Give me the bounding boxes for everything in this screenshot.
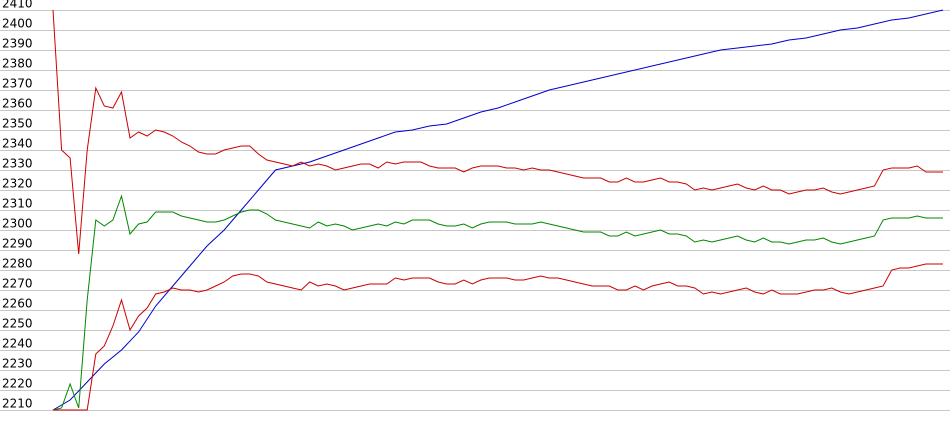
y-tick-label: 2320	[2, 177, 33, 191]
y-tick-label: 2380	[2, 57, 33, 71]
y-tick-label: 2390	[2, 37, 33, 51]
series-line-2	[52, 9, 943, 255]
y-tick-label: 2340	[2, 137, 33, 151]
y-tick-label: 2230	[2, 357, 33, 371]
series-line-1	[52, 9, 944, 411]
series-line-3	[52, 194, 943, 411]
y-tick-label: 2260	[2, 297, 33, 311]
y-axis-tick-labels: 2210 2220 2230 2240 2250 2260 2270 2280 2290 2300…	[2, 0, 33, 411]
y-tick-label: 2250	[2, 317, 33, 331]
y-tick-label: 2370	[2, 77, 33, 91]
y-tick-label: 2410	[2, 0, 33, 11]
y-tick-label: 2270	[2, 277, 33, 291]
y-tick-label: 2330	[2, 157, 33, 171]
y-tick-label: 2210	[2, 397, 33, 411]
y-tick-label: 2300	[2, 217, 33, 231]
y-tick-label: 2290	[2, 237, 33, 251]
y-tick-label: 2280	[2, 257, 33, 271]
y-tick-label: 2220	[2, 377, 33, 391]
series-line-4	[53, 263, 943, 411]
y-tick-label: 2350	[2, 117, 33, 131]
y-tick-label: 2400	[2, 17, 33, 31]
series-lines	[52, 9, 944, 411]
y-tick-label: 2310	[2, 197, 33, 211]
y-tick-label: 2360	[2, 97, 33, 111]
gridlines	[0, 10, 950, 411]
y-tick-label: 2240	[2, 337, 33, 351]
